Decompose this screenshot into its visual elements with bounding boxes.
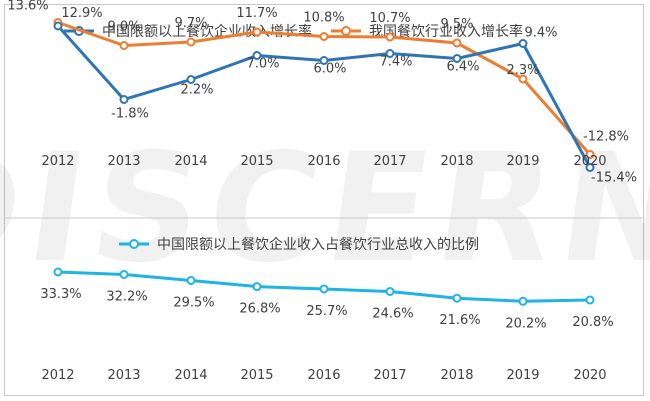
data-label: -15.4% <box>591 171 637 186</box>
data-label: 26.8% <box>239 302 280 317</box>
data-label: 25.7% <box>306 304 347 319</box>
data-point <box>252 51 262 60</box>
data-label: 7.0% <box>246 57 279 72</box>
data-label: 9.0% <box>107 20 140 35</box>
x-tick-label: 2016 <box>307 154 340 169</box>
x-tick-label: 2019 <box>506 368 539 383</box>
data-point <box>585 150 595 159</box>
data-label: 10.7% <box>369 11 410 26</box>
legend-swatch-marker <box>341 26 351 36</box>
data-label: 20.8% <box>572 315 613 330</box>
watermark: DISCERN <box>0 121 650 296</box>
data-label: 33.3% <box>40 287 81 302</box>
data-point <box>452 293 462 303</box>
data-point <box>319 56 329 65</box>
data-label: -12.8% <box>583 130 629 145</box>
data-label: 7.4% <box>379 55 412 70</box>
data-point <box>119 270 129 279</box>
legend-swatch-marker <box>129 239 139 249</box>
legend-label: 中国限额以上餐饮企业收入增长率 <box>102 23 312 40</box>
data-point <box>385 32 395 42</box>
data-point <box>53 267 63 277</box>
data-point <box>53 21 63 31</box>
data-label: 11.7% <box>236 6 277 21</box>
x-tick-label: 2014 <box>174 368 207 383</box>
x-tick-label: 2012 <box>41 368 74 383</box>
data-label: 20.2% <box>505 316 546 331</box>
data-point <box>252 27 262 37</box>
bottom-legend: 中国限额以上餐饮企业收入占餐饮行业总收入的比例 <box>119 236 479 253</box>
x-tick-label: 2013 <box>107 368 140 383</box>
x-tick-label: 2019 <box>506 154 539 169</box>
legend-label: 中国限额以上餐饮企业收入占餐饮行业总收入的比例 <box>157 236 479 253</box>
data-label: 24.6% <box>372 307 413 322</box>
data-label: 6.4% <box>446 60 479 75</box>
bottom-plot-area: 33.3% 32.2% 29.5% 26.8% 25.7% 24.6% 21.6% 20.2%… <box>40 267 614 383</box>
top-legend: 中国限额以上餐饮企业收入增长率 我国餐饮行业收入增长率 <box>64 23 523 40</box>
x-tick-label: 2015 <box>240 154 273 169</box>
data-label: 29.5% <box>173 296 214 311</box>
data-point <box>452 54 462 63</box>
x-tick-label: 2017 <box>373 154 406 169</box>
x-tick-label: 2018 <box>440 154 473 169</box>
data-point <box>319 284 329 294</box>
data-point <box>119 95 129 104</box>
data-point <box>585 163 595 172</box>
data-label: 2.2% <box>180 83 213 98</box>
legend-label: 我国餐饮行业收入增长率 <box>369 23 523 40</box>
data-point <box>119 41 129 50</box>
data-label: 12.9% <box>61 6 102 21</box>
data-label: 2.3% <box>506 63 539 78</box>
data-point <box>319 32 329 41</box>
data-label: 32.2% <box>106 290 147 305</box>
x-tick-label: 2014 <box>174 154 207 169</box>
data-point <box>518 39 528 48</box>
x-tick-label: 2018 <box>440 368 473 383</box>
x-tick-label: 2016 <box>307 368 340 383</box>
data-point <box>252 282 262 292</box>
data-point <box>452 38 462 48</box>
data-point <box>518 74 528 84</box>
x-tick-label: 2013 <box>107 154 140 169</box>
data-point <box>186 75 196 84</box>
data-label: 10.8% <box>303 11 344 26</box>
data-point <box>385 287 395 296</box>
data-label: -1.8% <box>111 107 149 122</box>
x-tick-label: 2020 <box>573 368 606 383</box>
data-point <box>385 49 395 58</box>
x-tick-label: 2012 <box>41 154 74 169</box>
data-point <box>518 296 528 306</box>
top-plot-area: 12.9% -1.8% 2.2% 7.0% 6.0% 7.4% 6.4% 9.4% -15.4%… <box>7 0 637 186</box>
x-tick-label: 2015 <box>240 368 273 383</box>
data-label: 13.6% <box>7 0 48 14</box>
data-label: 9.5% <box>440 17 473 32</box>
data-label: 9.4% <box>524 26 557 41</box>
data-label: 9.7% <box>174 16 207 31</box>
data-label: 6.0% <box>313 62 346 77</box>
x-tick-label: 2017 <box>373 368 406 383</box>
data-point <box>585 295 595 305</box>
x-tick-label: 2020 <box>573 154 606 169</box>
data-point <box>186 276 196 285</box>
data-label: 21.6% <box>439 313 480 328</box>
data-point <box>186 37 196 47</box>
